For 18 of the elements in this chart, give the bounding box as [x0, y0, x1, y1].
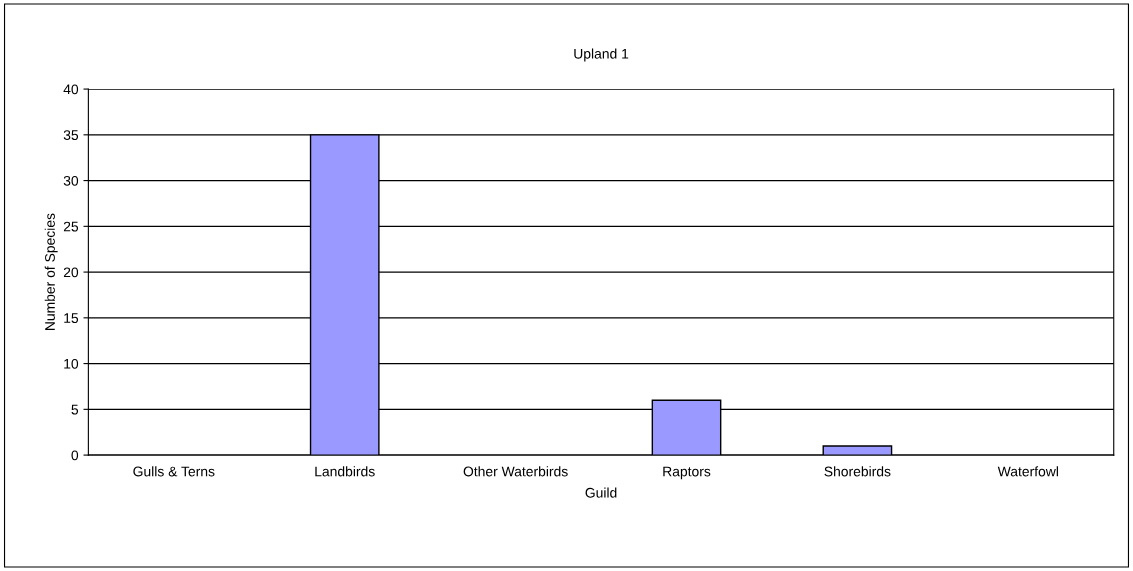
y-tick-label: 20 [63, 267, 79, 278]
x-tick-label: Landbirds [315, 466, 375, 477]
y-tick-label: 40 [63, 84, 79, 95]
x-tick-label: Gulls & Terns [133, 466, 215, 477]
y-tick-label: 30 [63, 175, 79, 186]
x-tick-label: Other Waterbirds [463, 466, 568, 477]
y-tick-label: 25 [63, 221, 79, 232]
y-tick-label: 0 [71, 450, 79, 461]
x-tick-label: Waterfowl [997, 466, 1058, 477]
y-tick-label: 10 [64, 358, 79, 369]
y-axis-title: Number of Species [44, 213, 58, 330]
x-axis-title: Guild [585, 487, 617, 498]
y-tick-label: 5 [71, 404, 79, 415]
y-tick-label: 15 [64, 313, 79, 323]
x-tick-label: Shorebirds [824, 466, 891, 477]
x-tick-label: Raptors [663, 466, 711, 480]
chart-title: Upland 1 [574, 48, 629, 62]
y-tick-label: 35 [63, 130, 79, 140]
